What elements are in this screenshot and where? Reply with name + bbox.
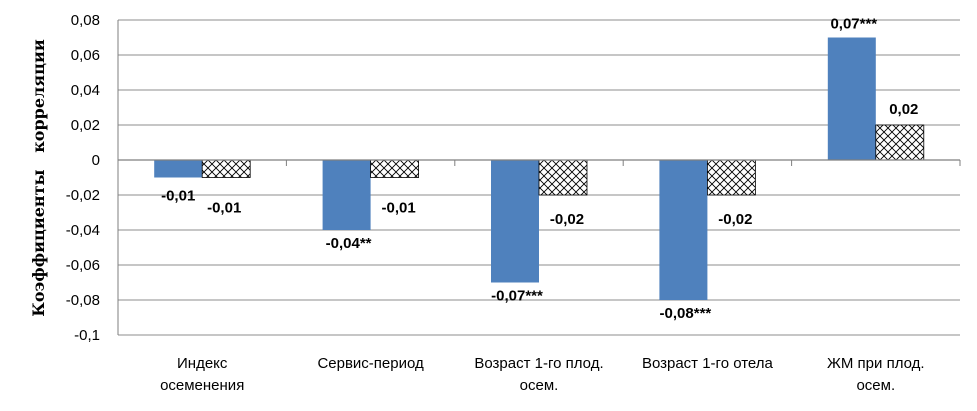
bar-series-1 xyxy=(491,160,539,283)
bar-series-2 xyxy=(370,159,420,178)
data-label: 0,07*** xyxy=(830,16,877,33)
data-label: -0,08*** xyxy=(660,305,712,322)
x-tick-label: Сервис-период xyxy=(317,355,424,372)
bar-series-2 xyxy=(538,159,588,196)
data-label: -0,04** xyxy=(326,235,372,252)
bar-series-1 xyxy=(154,160,203,178)
y-tick-label: -0,08 xyxy=(66,292,100,309)
data-label: -0,01 xyxy=(207,200,241,217)
data-label: -0,01 xyxy=(161,188,195,205)
y-tick-label: -0,04 xyxy=(66,222,100,239)
bar-series-1 xyxy=(659,160,708,300)
bar-series-2 xyxy=(201,159,251,178)
y-tick-label: 0,04 xyxy=(71,82,100,99)
data-label: -0,01 xyxy=(381,200,415,217)
bar-series-2 xyxy=(875,124,925,161)
x-tick-label: Индекс xyxy=(177,355,228,372)
y-tick-label: 0,08 xyxy=(71,12,100,29)
bar-series-2 xyxy=(707,159,756,196)
data-label: -0,02 xyxy=(718,211,752,228)
bar-series-1 xyxy=(827,37,876,160)
y-tick-label: -0,06 xyxy=(66,257,100,274)
y-tick-label: -0,02 xyxy=(66,187,100,204)
data-label: 0,02 xyxy=(889,101,918,118)
data-labels: -0,01 -0,04** -0,07*** -0,08*** 0,07*** -0,01… xyxy=(161,16,918,323)
x-tick-label: ЖМ при плод. xyxy=(827,355,925,372)
x-tick-label: Возраст 1-го плод. xyxy=(474,355,603,372)
x-tick-label: осем. xyxy=(856,377,895,394)
y-tick-label: 0 xyxy=(92,152,100,169)
x-tick-label: осеменения xyxy=(160,377,244,394)
x-tick-label: осем. xyxy=(520,377,559,394)
y-tick-label: 0,02 xyxy=(71,117,100,134)
y-tick-label: -0,1 xyxy=(74,327,100,344)
bar-series-1 xyxy=(322,160,371,230)
y-axis-title: Коэффициенты корреляции xyxy=(29,39,48,317)
axes: 0,08 0,06 0,04 0,02 0 -0,02 -0,04 -0,06 -0,08 -0,… xyxy=(66,12,961,394)
data-label: -0,02 xyxy=(550,211,584,228)
y-tick-label: 0,06 xyxy=(71,47,100,64)
data-label: -0,07*** xyxy=(491,288,543,305)
bars xyxy=(154,37,925,300)
x-tick-label: Возраст 1-го отела xyxy=(642,355,774,372)
